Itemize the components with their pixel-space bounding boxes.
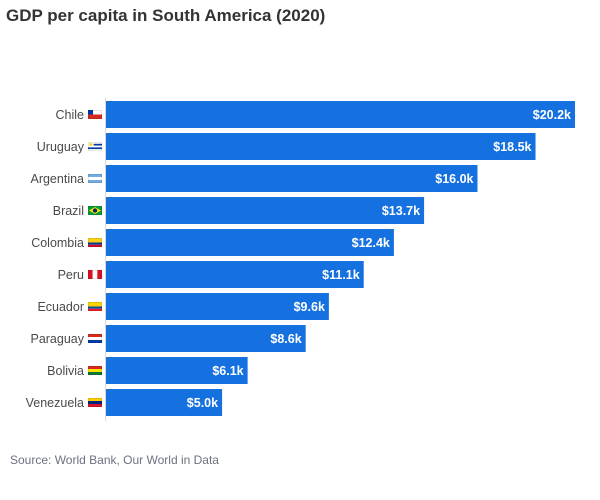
flag-icon-uruguay — [88, 142, 102, 151]
flag-icon-brazil — [88, 206, 102, 215]
value-label-brazil: $13.7k — [382, 204, 420, 218]
value-label-ecuador: $9.6k — [294, 300, 325, 314]
value-label-uruguay: $18.5k — [493, 140, 531, 154]
value-label-colombia: $12.4k — [352, 236, 390, 250]
value-label-peru: $11.1k — [322, 268, 360, 282]
bar-colombia — [106, 229, 394, 256]
bar-brazil — [106, 197, 425, 224]
flag-icon-venezuela — [88, 398, 102, 407]
flag-icon-peru — [88, 270, 102, 279]
bar-uruguay — [106, 133, 536, 160]
category-label-bolivia: Bolivia — [47, 364, 84, 378]
category-label-venezuela: Venezuela — [26, 396, 84, 410]
bar-chile — [106, 101, 575, 128]
flag-icon-bolivia — [88, 366, 102, 375]
bar-paraguay — [106, 325, 306, 352]
category-label-chile: Chile — [56, 108, 85, 122]
flag-icon-ecuador — [88, 302, 102, 311]
bar-ecuador — [106, 293, 329, 320]
chart-title: GDP per capita in South America (2020) — [6, 6, 326, 25]
category-label-uruguay: Uruguay — [37, 140, 85, 154]
category-label-brazil: Brazil — [53, 204, 84, 218]
value-label-argentina: $16.0k — [435, 172, 473, 186]
bar-bolivia — [106, 357, 248, 384]
bar-venezuela — [106, 389, 223, 416]
value-label-venezuela: $5.0k — [187, 396, 218, 410]
flag-icon-colombia — [88, 238, 102, 247]
flag-icon-chile — [88, 110, 102, 119]
bar-peru — [106, 261, 364, 288]
value-label-paraguay: $8.6k — [270, 332, 301, 346]
value-label-bolivia: $6.1k — [212, 364, 243, 378]
source-note: Source: World Bank, Our World in Data — [10, 453, 219, 467]
flag-icon-argentina — [88, 174, 102, 183]
category-label-peru: Peru — [58, 268, 84, 282]
category-label-colombia: Colombia — [31, 236, 84, 250]
bar-argentina — [106, 165, 478, 192]
category-label-argentina: Argentina — [30, 172, 84, 186]
value-label-chile: $20.2k — [533, 108, 571, 122]
flag-icon-paraguay — [88, 334, 102, 343]
category-label-ecuador: Ecuador — [37, 300, 84, 314]
category-label-paraguay: Paraguay — [30, 332, 84, 346]
